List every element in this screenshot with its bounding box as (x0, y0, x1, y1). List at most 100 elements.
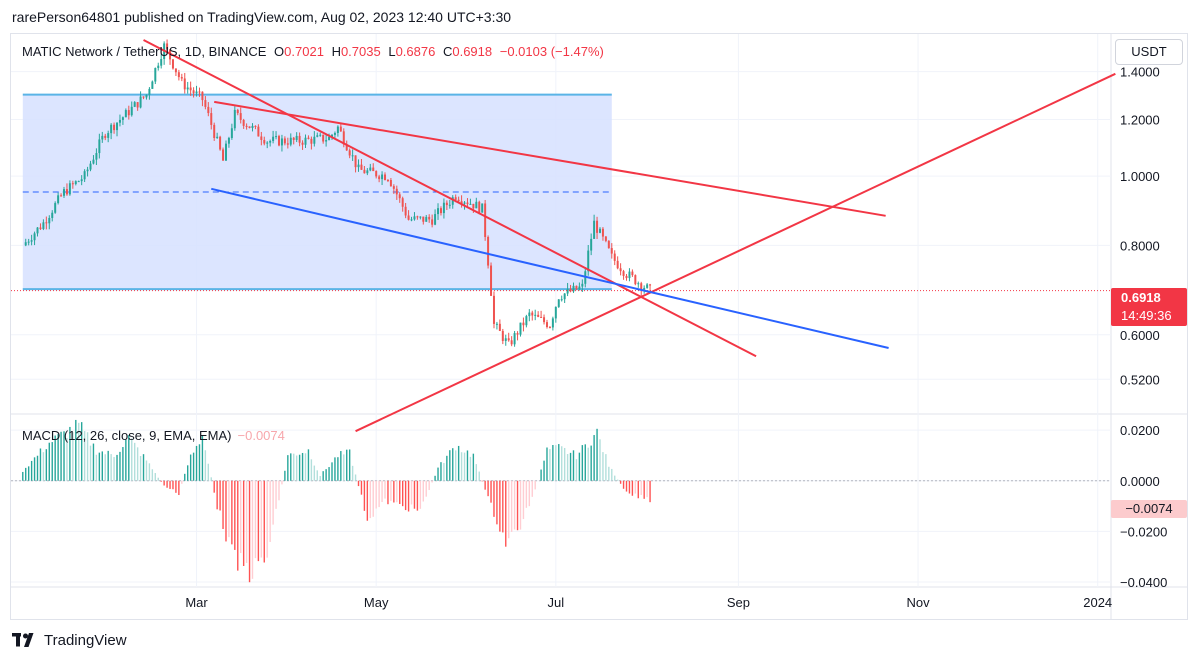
candle-body (236, 109, 239, 114)
candle-body (616, 260, 619, 269)
candle-body (322, 134, 325, 142)
candle-body (86, 169, 89, 172)
candle-body (466, 202, 469, 205)
candle-body (634, 275, 637, 285)
last-price-tag: 0.6918 14:49:36 (1111, 288, 1187, 326)
candle-body (519, 322, 522, 335)
candle-body (419, 216, 422, 218)
candle-body (127, 110, 130, 116)
candle-body (531, 312, 534, 316)
candle-body (263, 139, 266, 144)
high-value: 0.7035 (340, 44, 381, 59)
candle-body (481, 203, 484, 213)
candle-body (637, 283, 640, 285)
trendline-red (143, 39, 757, 358)
macd-legend: MACD (12, 26, close, 9, EMA, EMA) −0.0074 (22, 428, 285, 443)
candle-body (207, 106, 210, 114)
y-tick-label: 1.2000 (1120, 112, 1160, 127)
candle-body (416, 216, 419, 218)
candle-body (272, 136, 275, 141)
trendline-red (214, 100, 886, 217)
candle-body (283, 138, 286, 144)
candle-body (104, 135, 107, 138)
candle-body (375, 171, 378, 177)
candle-body (354, 155, 357, 168)
candle-body (227, 137, 230, 144)
candle-body (277, 136, 280, 146)
x-tick-label: May (364, 595, 389, 610)
candle-body (649, 284, 652, 286)
candle-body (522, 322, 525, 326)
trendline-blue (211, 187, 889, 350)
candle-body (507, 338, 510, 341)
candle-body (410, 219, 413, 221)
candle-body (89, 163, 92, 170)
publisher-line: rarePerson64801 published on TradingView… (12, 9, 512, 25)
macd-title: MACD (12, 26, close, 9, EMA, EMA) (22, 428, 232, 443)
macd-value-tag: −0.0074 (1111, 500, 1187, 518)
symbol-label: MATIC Network / TetherUS, 1D, BINANCE (22, 44, 267, 59)
close-label: C (442, 44, 453, 59)
candle-body (392, 186, 395, 189)
candle-body (431, 219, 434, 225)
candle-body (260, 136, 263, 140)
candle-body (198, 91, 201, 93)
candle-body (195, 91, 198, 94)
candle-body (404, 206, 407, 216)
candle-body (643, 287, 646, 290)
candle-body (216, 136, 219, 138)
candle-body (384, 174, 387, 180)
candle-body (569, 288, 572, 292)
candle-body (543, 317, 546, 323)
tradingview-icon (12, 633, 38, 647)
macd-y-tick-label: 0.0200 (1120, 423, 1160, 438)
candle-body (316, 135, 319, 137)
candle-body (631, 271, 634, 276)
candle-body (60, 195, 63, 197)
candle-body (445, 202, 448, 206)
candle-body (425, 216, 428, 222)
candle-body (142, 96, 145, 98)
candle-body (286, 143, 289, 145)
candle-body (513, 333, 516, 345)
candle-body (313, 136, 316, 144)
candle-body (381, 174, 384, 180)
candle-body (331, 134, 334, 137)
candle-body (457, 199, 460, 202)
candle-body (33, 233, 36, 241)
candle-body (554, 306, 557, 319)
candle-body (71, 183, 74, 185)
candle-body (257, 126, 260, 137)
y-tick-label: 1.4000 (1120, 65, 1160, 80)
candle-body (24, 242, 27, 246)
tradingview-logo[interactable]: TradingView (12, 630, 127, 650)
candle-body (504, 338, 507, 341)
currency-button[interactable]: USDT (1115, 39, 1183, 65)
candle-body (145, 94, 148, 98)
candle-body (646, 284, 649, 288)
low-label: L (388, 44, 396, 59)
trendlines-overlay (143, 39, 1116, 433)
candle-body (118, 119, 121, 123)
candle-body (551, 318, 554, 328)
x-tick-label: 2024 (1083, 595, 1112, 610)
candle-body (74, 181, 77, 184)
candle-body (219, 136, 222, 150)
candle-body (516, 333, 519, 335)
candle-body (42, 222, 45, 229)
candle-body (581, 283, 584, 287)
candle-body (101, 135, 104, 140)
candle-body (534, 314, 537, 316)
candle-body (590, 238, 593, 251)
candle-body (224, 143, 227, 161)
candle-body (351, 155, 354, 157)
candle-body (189, 87, 192, 91)
candle-body (492, 295, 495, 324)
candle-body (434, 214, 437, 225)
candle-body (451, 197, 454, 205)
macd-y-tick-label: −0.0400 (1120, 575, 1167, 590)
candle-body (360, 164, 363, 170)
trendline-red (355, 72, 1116, 433)
candle-body (110, 124, 113, 134)
